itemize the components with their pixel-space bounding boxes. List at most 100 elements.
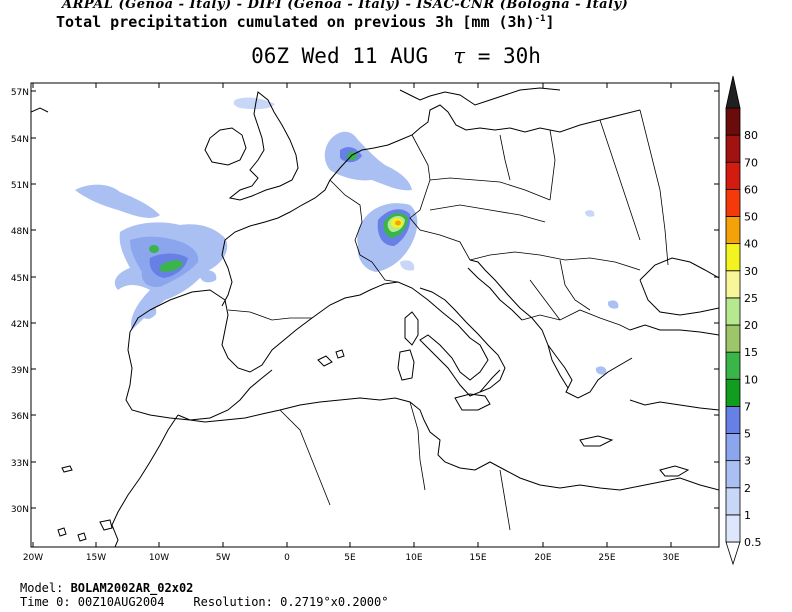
coastline xyxy=(659,465,690,477)
lon-label: 15W xyxy=(86,553,106,563)
border xyxy=(469,251,641,271)
precip-area xyxy=(607,300,619,309)
forecast-time-subtitle: 06Z Wed 11 AUG τ = 30h xyxy=(0,44,792,68)
coastline xyxy=(454,393,491,411)
legend-swatch xyxy=(725,405,741,434)
coastline xyxy=(228,91,299,201)
legend-swatch xyxy=(725,351,741,380)
lat-label: 45N xyxy=(11,274,29,284)
legend-label: 30 xyxy=(744,265,758,278)
border xyxy=(521,309,631,331)
legend-swatch xyxy=(725,297,741,326)
map-title: Total precipitation cumulated on previou… xyxy=(56,13,555,31)
legend-label: 60 xyxy=(744,183,758,196)
legend-swatch xyxy=(725,378,741,407)
legend-label: 10 xyxy=(744,373,758,386)
legend-swatch xyxy=(725,514,741,543)
legend-swatch xyxy=(725,216,741,245)
legend-label: 20 xyxy=(744,319,758,332)
lat-label: 33N xyxy=(11,459,29,469)
lon-label: 25E xyxy=(598,553,615,563)
lon-label: 0 xyxy=(284,553,290,563)
lon-label: 10E xyxy=(405,553,422,563)
coastline xyxy=(31,107,501,397)
institutions-header: ARPAL (Genoa - Italy) - DIFI (Genoa - It… xyxy=(62,0,629,12)
legend-label: 2 xyxy=(744,482,751,495)
legend-arrow-low xyxy=(725,541,741,566)
border xyxy=(529,259,591,321)
lat-label: 54N xyxy=(11,135,29,145)
precip-area xyxy=(585,210,595,217)
legend-swatch xyxy=(725,433,741,462)
lon-label: 5E xyxy=(344,553,356,563)
tau-symbol: τ xyxy=(453,44,466,68)
lat-label: 39N xyxy=(11,366,29,376)
run-info: Time 0: 00Z10AUG2004 Resolution: 0.2719°… xyxy=(20,595,389,609)
coastline xyxy=(639,257,719,316)
axis-ticks xyxy=(31,83,719,547)
legend-arrow-high xyxy=(725,75,741,109)
legend-label: 7 xyxy=(744,400,751,413)
lon-label: 20W xyxy=(23,553,43,563)
legend-label: 50 xyxy=(744,211,758,224)
coastline xyxy=(397,349,415,381)
legend-swatch xyxy=(725,188,741,217)
lat-label: 48N xyxy=(11,227,29,237)
border xyxy=(329,179,399,283)
border xyxy=(639,109,669,266)
legend-label: 70 xyxy=(744,156,758,169)
legend-swatch xyxy=(725,134,741,163)
lon-label: 5W xyxy=(216,553,231,563)
coastline xyxy=(579,435,614,447)
coastline xyxy=(329,104,511,181)
legend-swatch xyxy=(725,107,741,136)
precip-area xyxy=(159,260,183,272)
coastline xyxy=(404,311,419,346)
border xyxy=(429,204,546,223)
coastline xyxy=(629,324,719,411)
legend-label: 80 xyxy=(744,129,758,142)
border xyxy=(429,177,551,201)
forecast-lead: = 30h xyxy=(477,44,541,68)
title-exponent: -1 xyxy=(534,14,546,24)
coastline xyxy=(57,465,113,542)
precip-area xyxy=(595,366,607,375)
legend-label: 25 xyxy=(744,292,758,305)
coastlines xyxy=(31,87,719,547)
precip-area xyxy=(400,260,415,271)
map-frame xyxy=(30,82,720,548)
model-info: Model: BOLAM2002AR_02x02 xyxy=(20,581,194,595)
lat-label: 36N xyxy=(11,412,29,422)
lat-label: 51N xyxy=(11,181,29,191)
longitude-labels: 20W 15W 10W 5W 0 5E 10E 15E 20E 25E 30E xyxy=(23,553,680,563)
coastline xyxy=(547,344,633,399)
precip-area xyxy=(395,220,401,226)
precipitation-legend: 0.5 1 2 3 5 7 10 15 20 25 30 40 50 60 70 80 xyxy=(725,75,762,566)
lat-label: 30N xyxy=(11,505,29,515)
legend-swatch xyxy=(725,161,741,190)
border xyxy=(279,401,511,531)
legend-label: 15 xyxy=(744,346,758,359)
legend-swatch xyxy=(725,324,741,353)
coastline xyxy=(221,179,331,307)
lon-label: 30E xyxy=(662,553,679,563)
legend-label: 3 xyxy=(744,455,751,468)
valid-time: 06Z Wed 11 AUG xyxy=(251,44,429,68)
legend-swatch xyxy=(725,460,741,489)
lat-label: 57N xyxy=(11,88,29,98)
coastline xyxy=(111,414,179,547)
lon-label: 10W xyxy=(149,553,169,563)
coastline xyxy=(204,127,247,166)
legend-swatch xyxy=(725,243,741,272)
lon-label: 15E xyxy=(469,553,486,563)
legend-label: 40 xyxy=(744,238,758,251)
latitude-labels: 57N 54N 51N 48N 45N 42N 39N 36N 33N 30N xyxy=(11,88,29,515)
legend-swatch xyxy=(725,487,741,516)
legend-swatch xyxy=(725,270,741,299)
precip-area xyxy=(233,97,275,110)
country-borders xyxy=(227,109,669,531)
time-zero: 00Z10AUG2004 xyxy=(77,595,165,609)
border xyxy=(409,134,471,261)
lon-label: 20E xyxy=(534,553,551,563)
